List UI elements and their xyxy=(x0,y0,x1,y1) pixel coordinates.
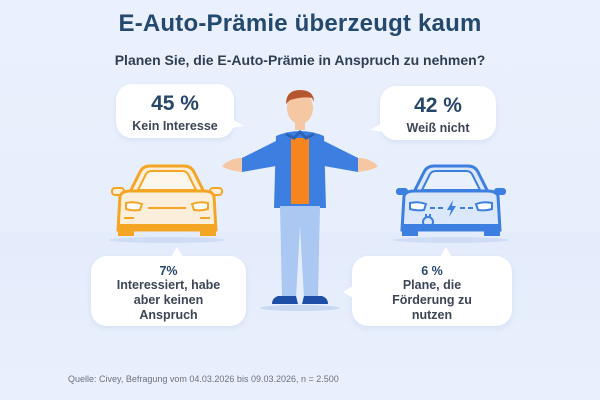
car-icon xyxy=(109,164,225,243)
percentage-value: 45 % xyxy=(151,92,199,115)
answer-label: Interessiert, habe aber keinen Anspruch xyxy=(116,278,221,322)
percentage-value: 6 % xyxy=(421,264,443,278)
survey-question: Planen Sie, die E-Auto-Prämie in Anspruc… xyxy=(114,52,486,68)
answer-label: Kein Interesse xyxy=(132,119,218,133)
percentage-value: 7% xyxy=(159,264,178,278)
percentage-value: 42 % xyxy=(414,94,462,117)
bubble-plane-foerderung: 6 % Plane, die Förderung zu nutzen xyxy=(343,247,512,326)
bubble-interessiert-kein-anspruch: 7% Interessiert, habe aber keinen Anspru… xyxy=(91,247,246,326)
answer-label: Weiß nicht xyxy=(406,121,470,135)
page-title: E-Auto-Prämie überzeugt kaum xyxy=(118,10,482,37)
bubble-weiss-nicht: 42 % Weiß nicht xyxy=(370,86,496,140)
answer-label: Plane, die Förderung zu nutzen xyxy=(392,278,472,322)
bubble-kein-interesse: 45 % Kein Interesse xyxy=(116,84,244,138)
shrugging-person-illustration xyxy=(222,90,378,311)
source-note: Quelle: Civey, Befragung vom 04.03.2026 … xyxy=(68,374,339,384)
electric-car-icon xyxy=(393,164,509,243)
